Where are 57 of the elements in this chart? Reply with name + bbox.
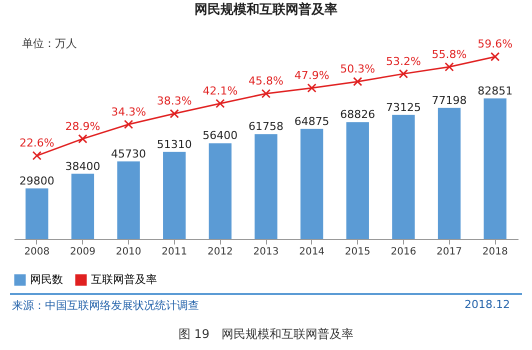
x-tick-label: 2008 bbox=[24, 246, 50, 258]
text: 2018.12 bbox=[464, 298, 510, 311]
source-note: 来源：中国互联网络发展状况统计调查 bbox=[12, 298, 199, 313]
data-label: 34.3% bbox=[111, 105, 146, 118]
point bbox=[216, 98, 225, 108]
point bbox=[261, 88, 271, 98]
point bbox=[170, 109, 179, 118]
point bbox=[78, 134, 88, 144]
data-label: 29800 bbox=[19, 174, 54, 188]
x-tick-label: 2009 bbox=[70, 246, 96, 258]
data-label: 55.8% bbox=[432, 48, 467, 61]
x-tick-label: 2012 bbox=[207, 246, 233, 258]
point bbox=[32, 151, 42, 160]
data-label: 38400 bbox=[65, 160, 100, 173]
bar bbox=[71, 174, 94, 239]
data-label: 50.3% bbox=[340, 62, 376, 76]
data-label: 47.9% bbox=[294, 68, 330, 82]
bar bbox=[392, 114, 415, 239]
point bbox=[124, 120, 134, 129]
x-tick-label: 2015 bbox=[344, 246, 370, 258]
data-label: 51310 bbox=[156, 138, 192, 151]
chart-title: 网民规模和互联网普及率 bbox=[194, 2, 338, 18]
caption: 图 19 网民规模和互联网普及率 bbox=[177, 326, 355, 343]
bar bbox=[163, 152, 186, 239]
bar bbox=[300, 128, 324, 239]
data-label: 61758 bbox=[248, 120, 284, 134]
bar bbox=[117, 161, 140, 239]
legend-label: 网民数 bbox=[30, 273, 63, 286]
data-label: 77198 bbox=[432, 94, 467, 107]
bar bbox=[208, 143, 232, 239]
data-label: 38.3% bbox=[156, 94, 192, 108]
bar bbox=[484, 98, 506, 239]
bar bbox=[26, 188, 48, 239]
data-label: 45.8% bbox=[248, 74, 284, 88]
data-label: 73125 bbox=[386, 100, 421, 114]
data-label: 56400 bbox=[202, 129, 238, 142]
data-label: 68826 bbox=[340, 108, 376, 122]
data-label: 53.2% bbox=[386, 54, 421, 68]
data-label: 82851 bbox=[478, 84, 513, 98]
x-tick-label: 2011 bbox=[162, 246, 188, 258]
x-tick-label: 2018 bbox=[482, 246, 508, 258]
x-tick-label: 2016 bbox=[390, 246, 416, 258]
bar bbox=[438, 108, 461, 239]
data-label: 42.1% bbox=[202, 84, 238, 98]
x-tick-label: 2017 bbox=[436, 246, 462, 258]
legend-label: 互联网普及率 bbox=[91, 273, 157, 286]
data-label: 45730 bbox=[111, 147, 146, 160]
data-label: 59.6% bbox=[478, 38, 513, 51]
bar bbox=[254, 134, 278, 239]
x-tick-label: 2010 bbox=[116, 246, 142, 258]
x-tick-label: 2014 bbox=[299, 246, 325, 258]
x-tick-label: 2013 bbox=[253, 246, 279, 258]
bar bbox=[346, 122, 369, 239]
data-label: 28.9% bbox=[65, 120, 100, 133]
text: 单位：万人 bbox=[22, 36, 77, 51]
data-label: 64875 bbox=[294, 114, 330, 128]
data-label: 22.6% bbox=[19, 136, 54, 150]
